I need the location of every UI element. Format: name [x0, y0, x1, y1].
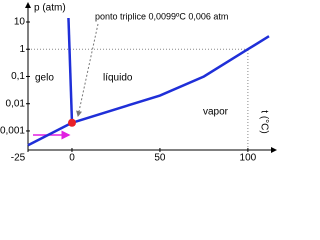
- triple-point: [67, 118, 76, 127]
- y-axis-label: p (atm): [34, 3, 66, 14]
- y-tick-label: 1: [19, 44, 25, 55]
- x-tick-label: 0: [69, 153, 75, 164]
- x-tick-label: 100: [240, 153, 257, 164]
- region-label: líquido: [103, 73, 133, 84]
- y-tick-label: 0,1: [11, 71, 25, 82]
- x-tick-label: 50: [154, 153, 166, 164]
- chart: p (atm) ponto triplice 0,0099ºC 0,006 at…: [0, 2, 277, 164]
- annotation: ponto triplice 0,0099ºC 0,006 atm: [95, 11, 228, 21]
- y-tick-label: 10: [14, 17, 26, 28]
- y-tick-label: 0,001: [0, 126, 25, 137]
- region-label: gelo: [35, 73, 54, 84]
- region-label: vapor: [203, 107, 229, 118]
- x-axis-label: t (°C): [258, 110, 269, 133]
- phase-curve: [71, 35, 270, 124]
- phase-curve: [67, 17, 74, 123]
- annotation-arrow: [76, 23, 99, 117]
- phase-curve: [27, 121, 73, 147]
- y-tick-label: 0,01: [6, 98, 26, 109]
- x-tick-label: -25: [11, 153, 26, 164]
